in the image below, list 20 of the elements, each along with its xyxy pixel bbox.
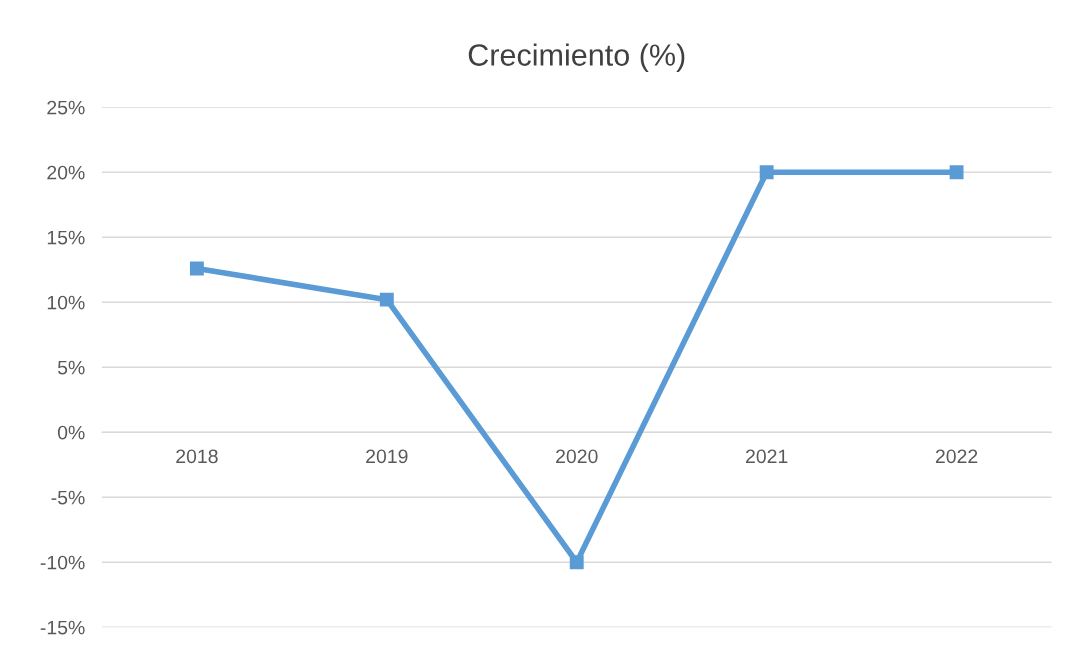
y-tick-label: 20% [47, 165, 85, 180]
x-tick-label: 2020 [556, 449, 598, 464]
y-tick-label: 0% [57, 425, 85, 440]
y-tick-label: 15% [47, 230, 85, 245]
y-tick-label: 10% [47, 295, 85, 310]
chart-title: Crecimiento (%) [468, 43, 685, 72]
x-tick-label: 2018 [176, 449, 218, 464]
point [379, 292, 394, 307]
y-tick-label: -10% [40, 555, 85, 570]
point [569, 555, 584, 570]
point [949, 165, 964, 180]
x-tick-label: 2021 [746, 449, 788, 464]
point [189, 261, 204, 276]
x-tick-label: 2019 [366, 449, 408, 464]
y-tick-label: 25% [47, 100, 85, 115]
y-tick-label: -15% [40, 620, 85, 635]
y-tick-label: -5% [51, 490, 85, 505]
point [759, 165, 774, 180]
y-tick-label: 5% [57, 360, 85, 375]
x-tick-label: 2022 [935, 449, 978, 464]
